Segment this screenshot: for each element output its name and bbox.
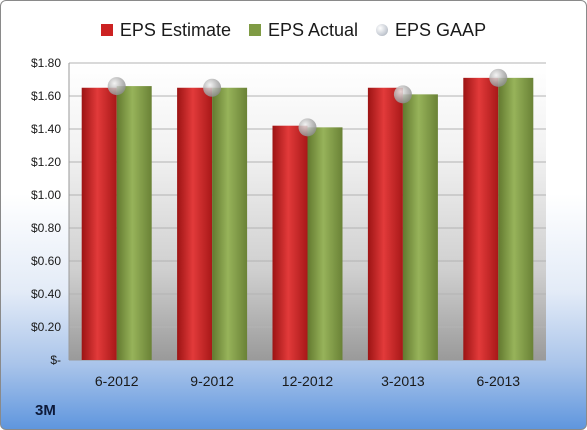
- marker-eps-gaap: [489, 68, 508, 87]
- y-tick-label: $0.20: [31, 320, 61, 334]
- y-tick-label: $1.00: [31, 188, 61, 202]
- legend-swatch-actual: [248, 24, 261, 36]
- gaap-markers: [107, 68, 508, 137]
- bar-eps-estimate: [177, 87, 213, 360]
- legend-item-gaap: EPS GAAP: [376, 15, 486, 45]
- y-tick-label: $1.40: [31, 122, 61, 136]
- legend-label-gaap: EPS GAAP: [395, 19, 487, 40]
- bar-eps-estimate: [81, 87, 117, 360]
- bar-eps-actual: [402, 94, 438, 360]
- y-tick-label: $1.60: [31, 89, 61, 103]
- y-tick-label: $1.80: [31, 56, 61, 70]
- bar-eps-actual: [498, 77, 534, 360]
- marker-eps-gaap: [107, 77, 126, 96]
- legend-item-actual: EPS Actual: [248, 15, 359, 45]
- y-axis-ticks: $- $0.20 $0.40 $0.60 $0.80 $1.00 $1.20 $1.40 $1.…: [31, 56, 61, 367]
- bar-eps-actual: [116, 86, 152, 360]
- y-tick-label: $0.60: [31, 254, 61, 268]
- bar-eps-estimate: [367, 87, 403, 360]
- y-tick-label: $1.20: [31, 155, 61, 169]
- bar-eps-estimate: [463, 77, 499, 360]
- bar-eps-estimate: [272, 125, 308, 360]
- marker-eps-gaap: [393, 85, 412, 104]
- company-name: 3M: [35, 402, 56, 419]
- x-axis-ticks: 6-2012 9-2012 12-2012 3-2013 6-2013: [95, 373, 520, 389]
- x-tick-label: 3-2013: [381, 373, 425, 389]
- bars: [81, 77, 534, 360]
- bar-eps-actual: [212, 87, 248, 360]
- x-tick-label: 9-2012: [190, 373, 234, 389]
- bar-eps-actual: [307, 127, 343, 360]
- x-tick-label: 6-2012: [95, 373, 139, 389]
- legend-swatch-estimate: [100, 24, 113, 36]
- legend-swatch-gaap: [376, 24, 389, 36]
- marker-eps-gaap: [298, 118, 317, 137]
- x-tick-label: 12-2012: [282, 373, 334, 389]
- legend-label-estimate: EPS Estimate: [119, 19, 231, 40]
- marker-eps-gaap: [203, 78, 222, 97]
- legend: EPS Estimate EPS Actual EPS GAAP: [1, 15, 586, 45]
- legend-label-actual: EPS Actual: [267, 19, 359, 40]
- y-tick-label: $0.80: [31, 221, 61, 235]
- y-tick-label: $0.40: [31, 287, 61, 301]
- legend-item-estimate: EPS Estimate: [100, 15, 231, 45]
- x-tick-label: 6-2013: [477, 373, 521, 389]
- y-tick-label: $-: [50, 353, 61, 367]
